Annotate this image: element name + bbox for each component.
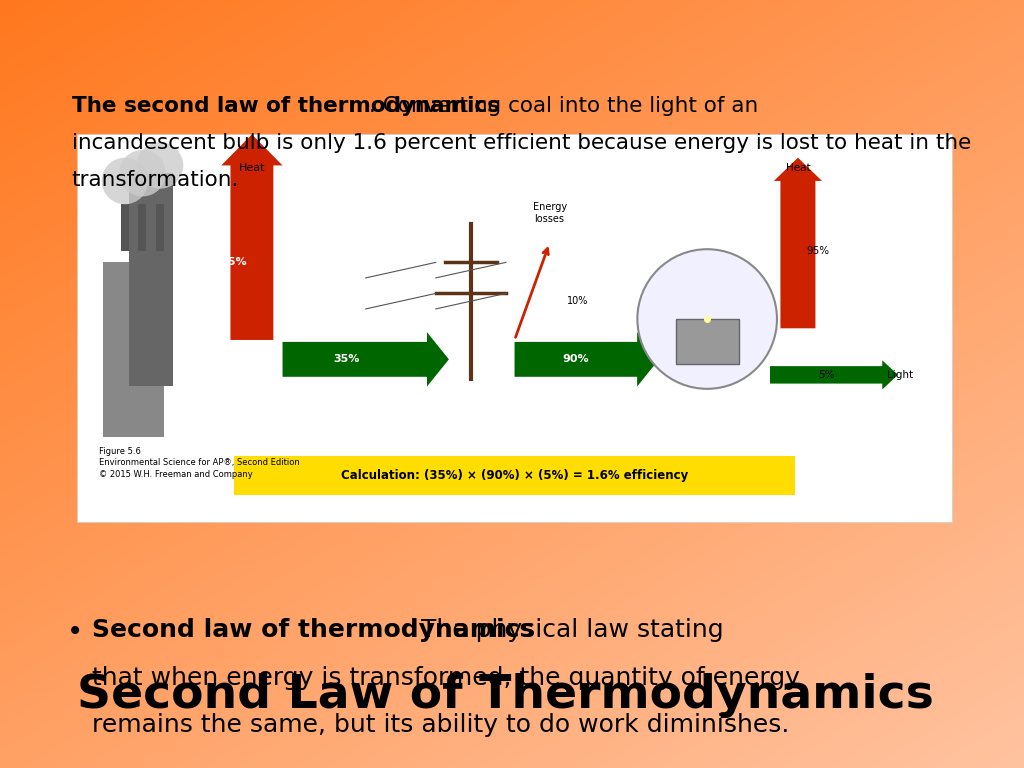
Text: The physical law stating: The physical law stating [406,618,724,642]
Text: 90%: 90% [562,354,589,364]
Text: Figure 5.6
Environmental Science for AP®, Second Edition
© 2015 W.H. Freeman and: Figure 5.6 Environmental Science for AP®… [98,447,299,479]
Text: . Converting coal into the light of an: . Converting coal into the light of an [370,96,759,116]
FancyArrow shape [514,333,659,386]
Bar [129,174,173,386]
Text: Second Law of Thermodynamics: Second Law of Thermodynamics [77,673,934,718]
FancyArrow shape [221,134,283,340]
Text: 10%: 10% [567,296,589,306]
Text: •: • [67,618,83,646]
Bar [77,134,952,522]
FancyArrow shape [283,333,449,386]
FancyArrow shape [774,157,822,329]
Circle shape [137,142,183,189]
Text: that when energy is transformed, the quantity of energy: that when energy is transformed, the qua… [92,666,800,690]
Text: Energy
losses: Energy losses [532,202,566,223]
Text: 5%: 5% [818,370,835,380]
Circle shape [637,249,777,389]
Text: The second law of thermodynamics: The second law of thermodynamics [72,96,500,116]
Text: remains the same, but its ability to do work diminishes.: remains the same, but its ability to do … [92,713,790,737]
Bar [103,263,164,437]
Text: Heat: Heat [785,163,810,174]
Bar [121,204,129,250]
Text: Calculation: (35%) × (90%) × (5%) = 1.6% efficiency: Calculation: (35%) × (90%) × (5%) = 1.6%… [341,469,688,482]
Text: 95%: 95% [807,246,829,256]
Circle shape [101,157,148,204]
Text: Heat: Heat [239,163,265,174]
Bar [156,204,164,250]
Bar [138,204,146,250]
Bar [234,456,795,495]
Text: Second law of thermodynamics: Second law of thermodynamics [92,618,535,642]
Text: Light: Light [887,370,912,380]
Bar [676,319,738,364]
Text: incandescent bulb is only 1.6 percent efficient because energy is lost to heat i: incandescent bulb is only 1.6 percent ef… [72,133,971,153]
FancyArrow shape [770,360,898,389]
Text: transformation.: transformation. [72,170,239,190]
Circle shape [119,150,166,197]
Text: 65%: 65% [220,257,247,267]
Text: 35%: 35% [333,354,359,364]
